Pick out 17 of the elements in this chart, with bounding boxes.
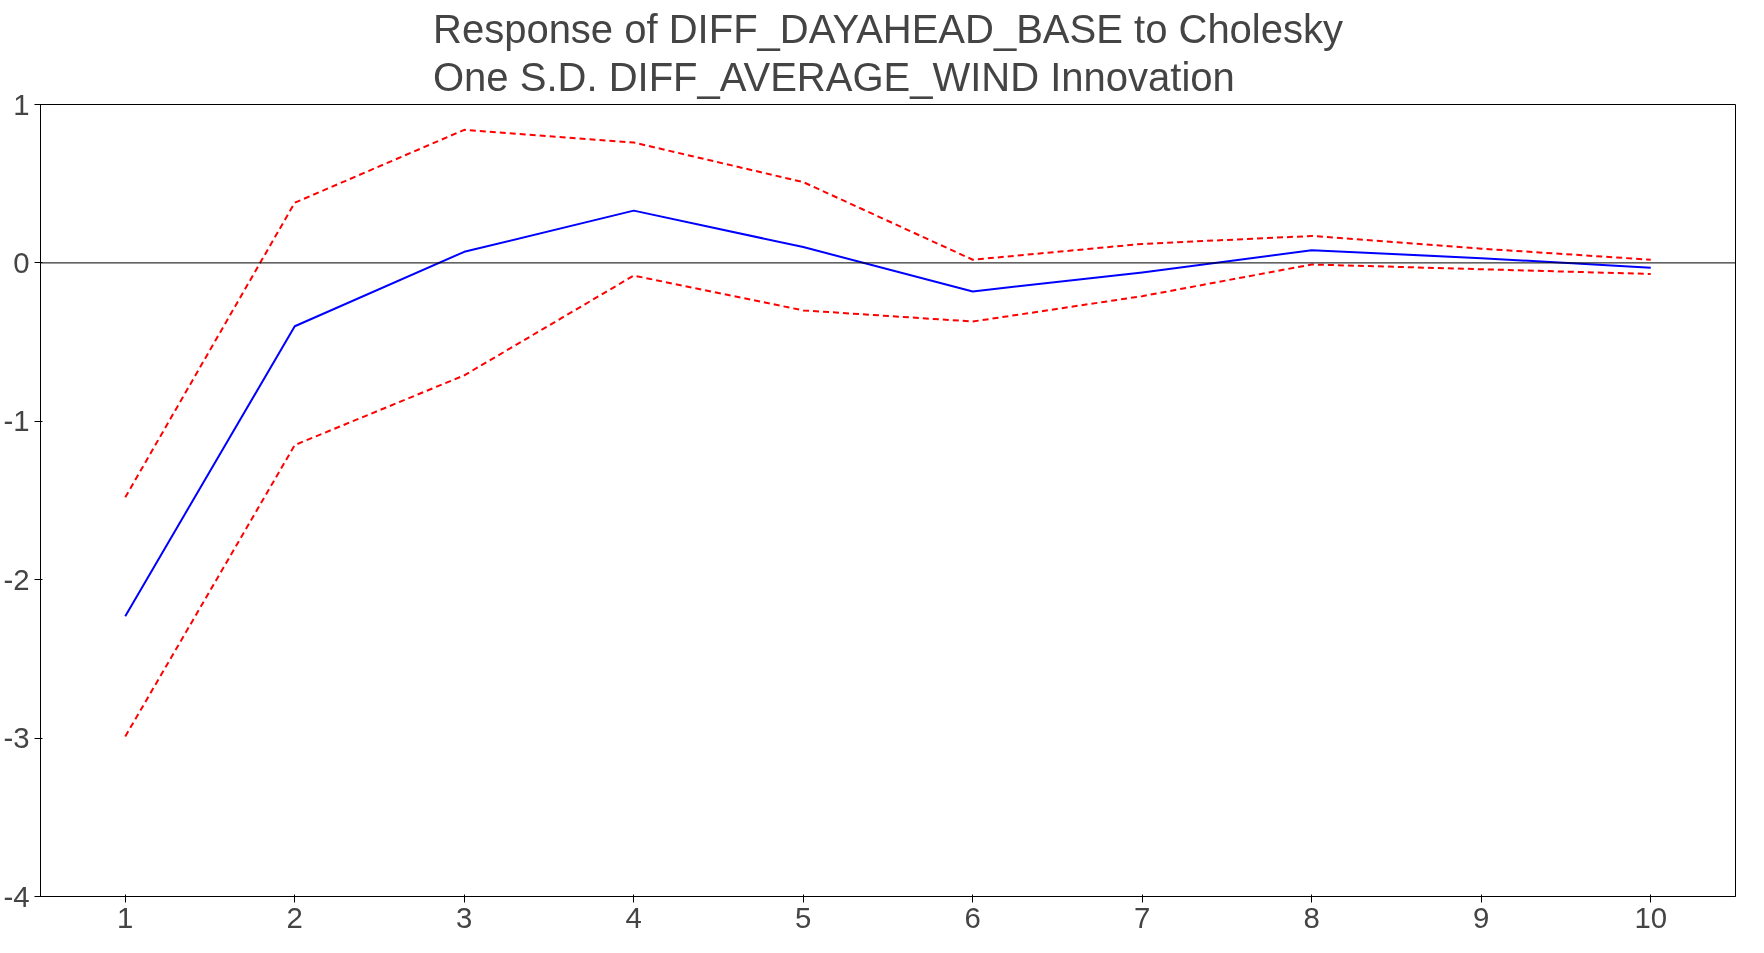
- x-tick-label: 10: [1634, 900, 1668, 934]
- y-tick-label: 0: [13, 245, 30, 279]
- y-tick-label: -4: [3, 879, 30, 913]
- x-tick-label: 9: [1473, 900, 1490, 934]
- x-tick-label: 8: [1303, 900, 1320, 934]
- x-tick-label: 5: [795, 900, 812, 934]
- x-tick-label: 1: [117, 900, 134, 934]
- y-tick-label: 1: [13, 87, 30, 121]
- chart-title: Response of DIFF_DAYAHEAD_BASE to Cholesky One S.D. DIFF_AVERAGE_WIND Innovation: [433, 7, 1343, 100]
- x-tick-label: 7: [1134, 900, 1151, 934]
- y-tick-label: -1: [3, 404, 30, 438]
- x-tick-label: 4: [625, 900, 642, 934]
- y-tick-label: -3: [3, 721, 30, 755]
- x-tick-label: 3: [456, 900, 473, 934]
- x-tick-label: 6: [964, 900, 981, 934]
- y-tick-label: -2: [3, 562, 30, 596]
- x-tick-label: 2: [286, 900, 303, 934]
